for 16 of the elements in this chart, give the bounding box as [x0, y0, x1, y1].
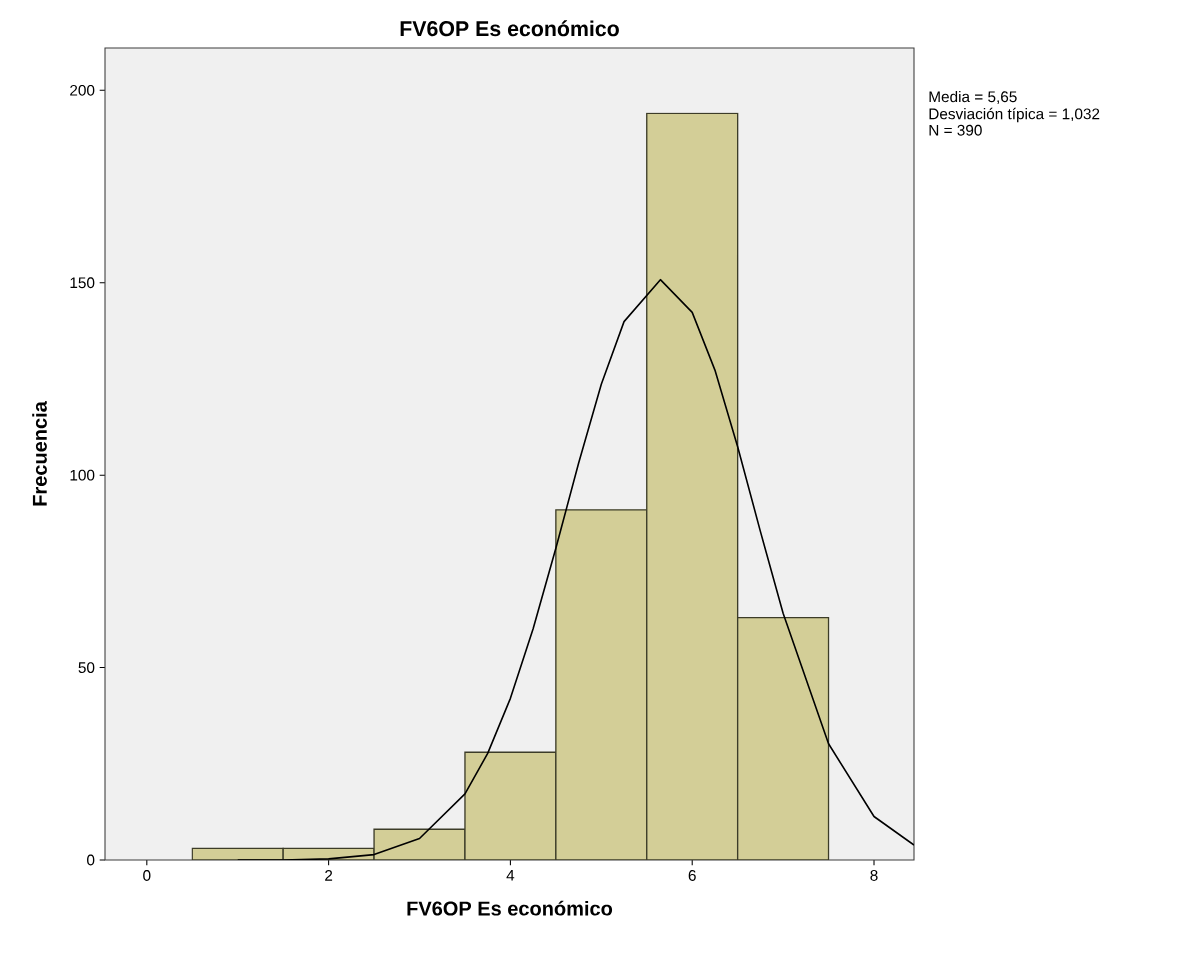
y-tick-label: 50 — [78, 662, 95, 674]
x-tick-label: 2 — [325, 870, 333, 881]
y-tick-label: 200 — [70, 84, 95, 96]
y-tick-label: 0 — [87, 854, 95, 866]
chart-title: FV6OP Es económico — [400, 20, 619, 37]
x-tick-label: 0 — [143, 870, 151, 881]
text: Desviación típica = 1,032 — [929, 107, 1100, 123]
x-tick-label: 6 — [688, 870, 696, 881]
x-axis-title: FV6OP Es económico — [407, 900, 613, 916]
y-axis-title: Frecuencia — [32, 401, 47, 506]
y-tick-label: 100 — [70, 469, 95, 481]
x-tick-label: 8 — [870, 870, 878, 881]
x-tick-label: 4 — [506, 870, 515, 881]
text: N = 390 — [929, 124, 982, 136]
text: Media = 5,65 — [929, 90, 1017, 104]
y-tick-label: 150 — [70, 277, 95, 289]
